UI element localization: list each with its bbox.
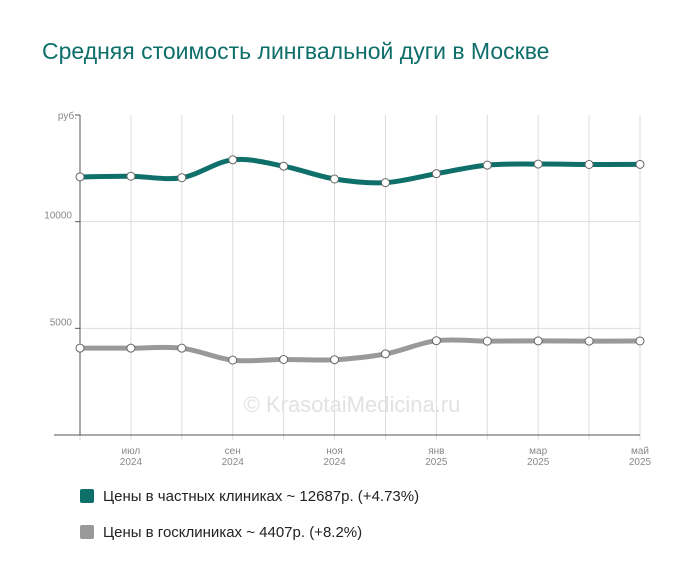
legend-swatch (80, 525, 94, 539)
series-1-point (380, 178, 390, 188)
series-2-point (482, 336, 492, 346)
series-2-point (584, 336, 594, 346)
series-1-point (584, 159, 594, 169)
legend-swatch (80, 489, 94, 503)
chart-legend: Цены в частных клиниках ~ 12687р. (+4.73… (80, 486, 419, 558)
series-1-point (228, 155, 238, 165)
series-1-point (533, 159, 543, 169)
series-2-point (177, 343, 187, 353)
series-1-point (330, 174, 340, 184)
x-tick-label: май 2025 (629, 446, 652, 468)
series-2-point (533, 336, 543, 346)
series-1-point (75, 172, 85, 182)
y-tick-label: 10000 (44, 211, 72, 222)
series-2-point (431, 336, 441, 346)
x-tick-label: мар 2025 (527, 446, 550, 468)
series-line-1 (77, 156, 643, 186)
series-2-point (126, 343, 136, 353)
legend-label: Цены в частных клиниках ~ 12687р. (+4.73… (103, 487, 420, 505)
legend-label: Цены в госклиниках ~ 4407р. (+8.2%) (103, 523, 363, 541)
series-2-point (330, 355, 340, 365)
series-2-point (380, 349, 390, 359)
series-1-point (635, 159, 645, 169)
series-2-point (228, 355, 238, 365)
x-tick-label: сен 2024 (222, 446, 245, 468)
y-tick-label: 5000 (50, 317, 73, 328)
series-2-point (279, 354, 289, 364)
series-1-point (177, 173, 187, 183)
series-line-2 (77, 337, 643, 364)
x-tick-label: июл 2024 (120, 446, 143, 468)
series-1-point (482, 160, 492, 170)
legend-item: Цены в частных клиниках ~ 12687р. (+4.73… (80, 486, 419, 506)
series-2-point (75, 343, 85, 353)
chart-title: Средняя стоимость лингвальной дуги в Мос… (42, 38, 550, 64)
x-tick-label: янв 2025 (425, 446, 448, 468)
watermark-text: © KrasotaiMedicina.ru (244, 392, 461, 417)
series-1-point (431, 169, 441, 179)
y-unit-label: руб. (58, 110, 77, 122)
x-tick-label: ноя 2024 (323, 446, 346, 468)
legend-item: Цены в госклиниках ~ 4407р. (+8.2%) (80, 522, 419, 542)
series-1-point (279, 161, 289, 171)
line-chart: руб. 5000 10000 июл 2024 сен 2024 ноя 2024 янв 202… (44, 110, 652, 468)
series-1-point (126, 171, 136, 181)
series-2-point (635, 336, 645, 346)
